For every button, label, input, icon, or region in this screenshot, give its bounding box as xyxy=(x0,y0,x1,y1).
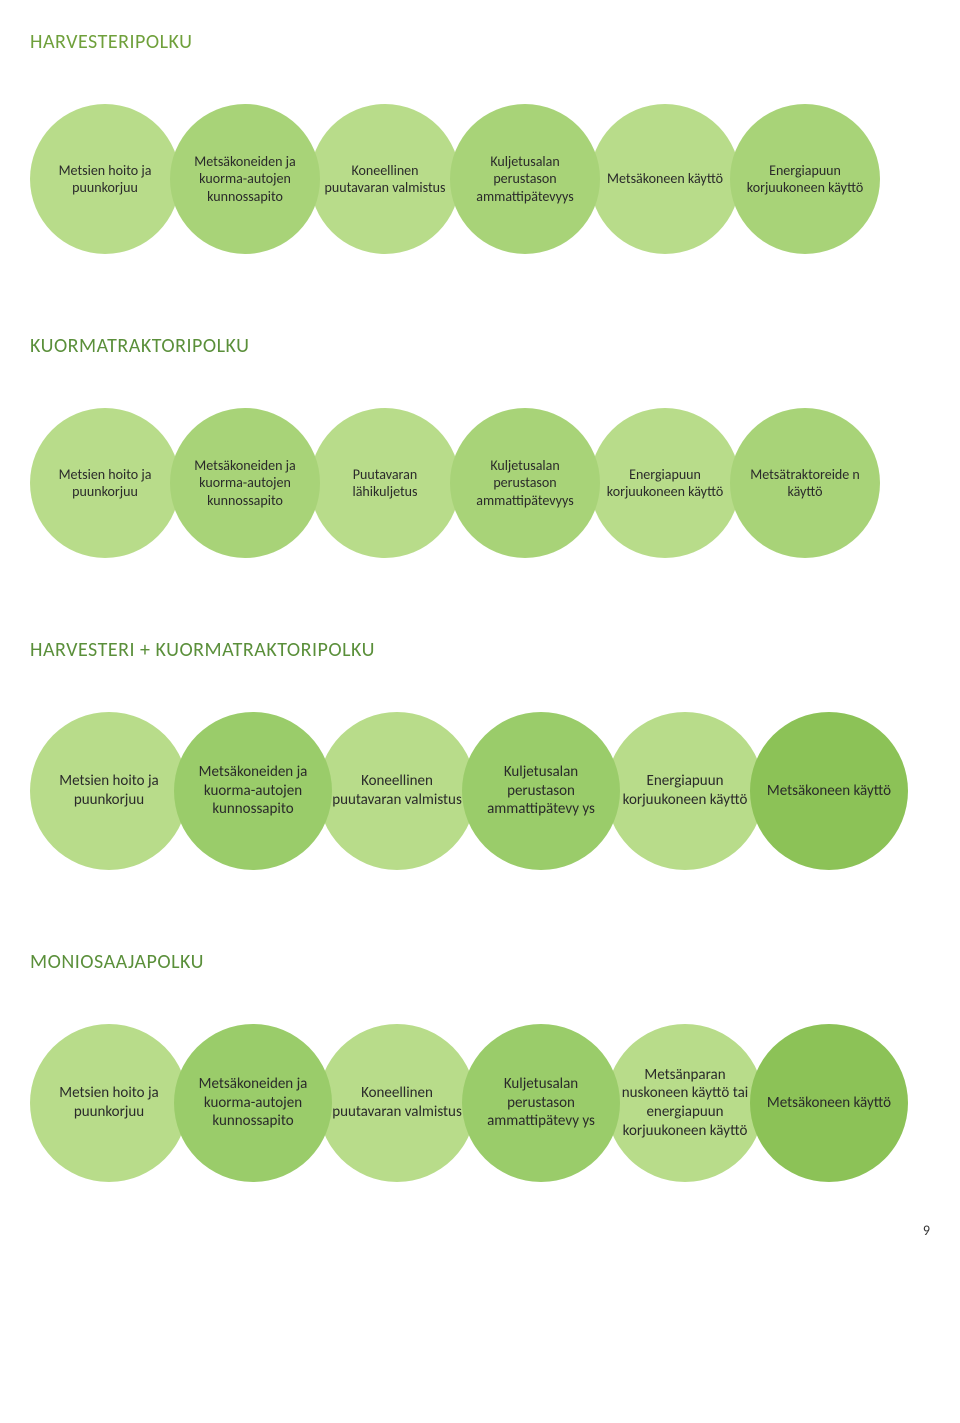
process-bubble: Metsien hoito ja puunkorjuu xyxy=(30,712,188,870)
section-harvesteri-kuormatraktoripolku: HARVESTERI + KUORMATRAKTORIPOLKU Metsien … xyxy=(30,638,930,870)
bubble-label: Metsäkoneiden ja kuorma-autojen kunnossa… xyxy=(184,1075,322,1131)
section-kuormatraktoripolku: KUORMATRAKTORIPOLKU Metsien hoito ja puun… xyxy=(30,334,930,558)
process-bubble: Metsien hoito ja puunkorjuu xyxy=(30,1024,188,1182)
section-title: KUORMATRAKTORIPOLKU xyxy=(30,334,930,358)
process-bubble: Koneellinen puutavaran valmistus xyxy=(318,1024,476,1182)
process-bubble: Metsien hoito ja puunkorjuu xyxy=(30,104,180,254)
section-title: HARVESTERIPOLKU xyxy=(30,30,930,54)
bubble-label: Metsäkoneen käyttö xyxy=(607,170,723,188)
section-moniosaajapolku: MONIOSAAJAPOLKU Metsien hoito ja puunkorj… xyxy=(30,950,930,1182)
bubble-row: Metsien hoito ja puunkorjuu Metsäkoneiden… xyxy=(30,408,930,558)
bubble-label: Metsäkoneiden ja kuorma-autojen kunnossa… xyxy=(180,457,310,510)
process-bubble: Kuljetusalan perustason ammattipätevyys xyxy=(450,104,600,254)
section-harvesteripolku: HARVESTERIPOLKU Metsien hoito ja puunkorj… xyxy=(30,30,930,254)
process-bubble: Metsäkoneiden ja kuorma-autojen kunnossa… xyxy=(174,1024,332,1182)
process-bubble: Metsäkoneiden ja kuorma-autojen kunnossa… xyxy=(174,712,332,870)
bubble-label: Metsäkoneen käyttö xyxy=(767,782,891,801)
process-bubble: Energiapuun korjuukoneen käyttö xyxy=(590,408,740,558)
bubble-label: Kuljetusalan perustason ammattipätevy ys xyxy=(472,1075,610,1131)
process-bubble: Metsäkoneiden ja kuorma-autojen kunnossa… xyxy=(170,408,320,558)
process-bubble: Kuljetusalan perustason ammattipätevy ys xyxy=(462,712,620,870)
bubble-label: Metsien hoito ja puunkorjuu xyxy=(40,772,178,810)
bubble-label: Koneellinen puutavaran valmistus xyxy=(320,162,450,197)
process-bubble: Metsänparan nuskoneen käyttö tai energia… xyxy=(606,1024,764,1182)
bubble-label: Metsien hoito ja puunkorjuu xyxy=(40,466,170,501)
process-bubble: Metsäkoneen käyttö xyxy=(590,104,740,254)
process-bubble: Kuljetusalan perustason ammattipätevyys xyxy=(450,408,600,558)
bubble-label: Metsätraktoreide n käyttö xyxy=(740,466,870,501)
process-bubble: Koneellinen puutavaran valmistus xyxy=(310,104,460,254)
process-bubble: Energiapuun korjuukoneen käyttö xyxy=(730,104,880,254)
page-number: 9 xyxy=(30,1222,930,1239)
process-bubble: Energiapuun korjuukoneen käyttö xyxy=(606,712,764,870)
bubble-row: Metsien hoito ja puunkorjuuMetsäkoneiden… xyxy=(30,712,930,870)
process-bubble: Metsäkoneiden ja kuorma-autojen kunnossa… xyxy=(170,104,320,254)
bubble-label: Metsänparan nuskoneen käyttö tai energia… xyxy=(616,1066,754,1141)
section-title: MONIOSAAJAPOLKU xyxy=(30,950,930,974)
bubble-row: Metsien hoito ja puunkorjuuMetsäkoneiden… xyxy=(30,1024,930,1182)
process-bubble: Metsätraktoreide n käyttö xyxy=(730,408,880,558)
process-bubble: Metsäkoneen käyttö xyxy=(750,1024,908,1182)
process-bubble: Puutavaran lähikuljetus xyxy=(310,408,460,558)
bubble-label: Metsien hoito ja puunkorjuu xyxy=(40,1084,178,1122)
bubble-label: Metsien hoito ja puunkorjuu xyxy=(40,162,170,197)
bubble-label: Metsäkoneiden ja kuorma-autojen kunnossa… xyxy=(180,153,310,206)
bubble-label: Kuljetusalan perustason ammattipätevyys xyxy=(460,457,590,510)
bubble-label: Energiapuun korjuukoneen käyttö xyxy=(740,162,870,197)
process-bubble: Metsäkoneen käyttö xyxy=(750,712,908,870)
process-bubble: Metsien hoito ja puunkorjuu xyxy=(30,408,180,558)
bubble-label: Kuljetusalan perustason ammattipätevy ys xyxy=(472,763,610,819)
bubble-label: Metsäkoneen käyttö xyxy=(767,1094,891,1113)
process-bubble: Kuljetusalan perustason ammattipätevy ys xyxy=(462,1024,620,1182)
bubble-label: Puutavaran lähikuljetus xyxy=(320,466,450,501)
bubble-row: Metsien hoito ja puunkorjuu Metsäkoneiden… xyxy=(30,104,930,254)
bubble-label: Koneellinen puutavaran valmistus xyxy=(328,772,466,810)
process-bubble: Koneellinen puutavaran valmistus xyxy=(318,712,476,870)
bubble-label: Metsäkoneiden ja kuorma-autojen kunnossa… xyxy=(184,763,322,819)
bubble-label: Kuljetusalan perustason ammattipätevyys xyxy=(460,153,590,206)
section-title: HARVESTERI + KUORMATRAKTORIPOLKU xyxy=(30,638,930,662)
bubble-label: Energiapuun korjuukoneen käyttö xyxy=(600,466,730,501)
bubble-label: Energiapuun korjuukoneen käyttö xyxy=(616,772,754,810)
bubble-label: Koneellinen puutavaran valmistus xyxy=(328,1084,466,1122)
